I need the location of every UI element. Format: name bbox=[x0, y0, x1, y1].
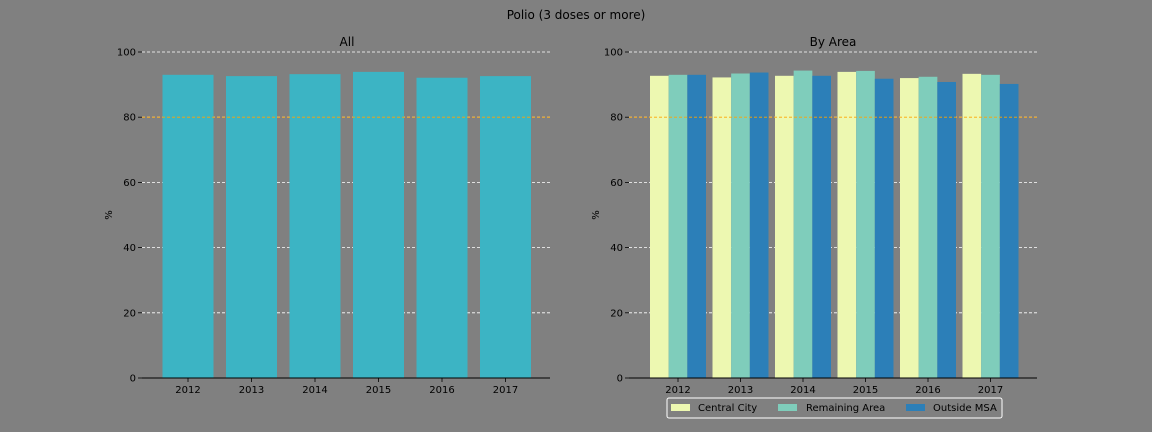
legend-swatch-remaining-area bbox=[778, 404, 797, 411]
bar-remaining-area-2013 bbox=[731, 73, 750, 379]
chart-by-area-y-tick-label: 0 bbox=[617, 374, 623, 385]
bar-outside-msa-2014 bbox=[812, 75, 831, 378]
chart-all-x-tick-label: 2012 bbox=[175, 385, 200, 396]
chart-by-area-bars bbox=[650, 70, 1019, 379]
bar-central-city-2013 bbox=[712, 77, 732, 378]
bar-all-2017 bbox=[480, 76, 531, 379]
chart-by-area-y-tick-label: 20 bbox=[610, 308, 623, 319]
chart-by-area-y-tick-label: 80 bbox=[610, 113, 623, 124]
chart-all-x-tick-label: 2015 bbox=[366, 385, 391, 396]
bar-all-2014 bbox=[289, 74, 341, 378]
bar-outside-msa-2016 bbox=[937, 81, 956, 378]
chart-all-x-tick-label: 2013 bbox=[239, 385, 264, 396]
legend: Central City Remaining Area Outside MSA bbox=[666, 397, 1003, 419]
chart-by-area-x-tick-label: 2012 bbox=[665, 385, 690, 396]
bar-remaining-area-2015 bbox=[856, 70, 875, 379]
chart-by-area-y-ticks: 0 20 40 60 80 100 bbox=[604, 48, 629, 385]
bar-central-city-2014 bbox=[775, 75, 794, 378]
chart-by-area-x-tick-label: 2015 bbox=[853, 385, 878, 396]
chart-all-y-tick-label: 20 bbox=[123, 308, 136, 319]
chart-all-x-tick-label: 2017 bbox=[493, 385, 518, 396]
chart-all-y-tick-label: 60 bbox=[123, 178, 136, 189]
legend-swatch-central-city bbox=[671, 404, 690, 411]
chart-by-area-x-tick-label: 2013 bbox=[728, 385, 753, 396]
bar-outside-msa-2015 bbox=[874, 78, 894, 379]
chart-all-x-tick-label: 2014 bbox=[302, 385, 327, 396]
legend-label-remaining-area: Remaining Area bbox=[806, 403, 885, 414]
legend-box bbox=[666, 397, 1003, 419]
bar-remaining-area-2017 bbox=[981, 74, 1000, 378]
chart-by-area-y-tick-label: 100 bbox=[604, 48, 623, 59]
chart-all-ylabel: % bbox=[104, 210, 115, 220]
bar-remaining-area-2016 bbox=[918, 76, 938, 378]
legend-label-outside-msa: Outside MSA bbox=[933, 403, 997, 414]
bar-central-city-2015 bbox=[837, 71, 857, 379]
chart-by-area-title: By Area bbox=[810, 35, 857, 49]
bar-remaining-area-2012 bbox=[668, 74, 688, 378]
bar-remaining-area-2014 bbox=[793, 70, 813, 378]
legend-swatch-outside-msa bbox=[906, 404, 925, 411]
chart-by-area-y-tick-label: 40 bbox=[610, 243, 623, 254]
bar-central-city-2012 bbox=[650, 75, 669, 378]
chart-all-y-tick-label: 40 bbox=[123, 243, 136, 254]
chart-by-area-x-tick-label: 2017 bbox=[978, 385, 1003, 396]
bar-all-2016 bbox=[416, 77, 468, 378]
chart-by-area-y-tick-label: 60 bbox=[610, 178, 623, 189]
legend-label-central-city: Central City bbox=[698, 403, 757, 414]
chart-all-x-ticks: 2012 2013 2014 2015 2016 2017 bbox=[175, 378, 518, 396]
bar-outside-msa-2017 bbox=[999, 83, 1019, 378]
chart-all-y-tick-label: 100 bbox=[117, 48, 136, 59]
chart-all-x-tick-label: 2016 bbox=[429, 385, 454, 396]
chart-by-area-ylabel: % bbox=[591, 210, 602, 220]
bar-outside-msa-2013 bbox=[749, 72, 769, 379]
chart-all-bars bbox=[162, 71, 531, 379]
bar-all-2013 bbox=[226, 76, 277, 379]
chart-all-title: All bbox=[340, 35, 355, 49]
chart-by-area-x-ticks: 2012 2013 2014 2015 2016 2017 bbox=[665, 378, 1003, 396]
bar-outside-msa-2012 bbox=[687, 74, 706, 378]
bar-central-city-2017 bbox=[962, 73, 982, 378]
bar-all-2012 bbox=[162, 74, 214, 378]
bar-all-2015 bbox=[353, 71, 404, 379]
figure-title: Polio (3 doses or more) bbox=[507, 8, 646, 22]
chart-by-area-x-tick-label: 2016 bbox=[915, 385, 940, 396]
bar-central-city-2016 bbox=[900, 78, 919, 378]
chart-all-y-tick-label: 0 bbox=[130, 374, 136, 385]
chart-by-area-x-tick-label: 2014 bbox=[790, 385, 815, 396]
chart-all-y-ticks: 0 20 40 60 80 100 bbox=[117, 48, 142, 385]
chart-all-y-tick-label: 80 bbox=[123, 113, 136, 124]
